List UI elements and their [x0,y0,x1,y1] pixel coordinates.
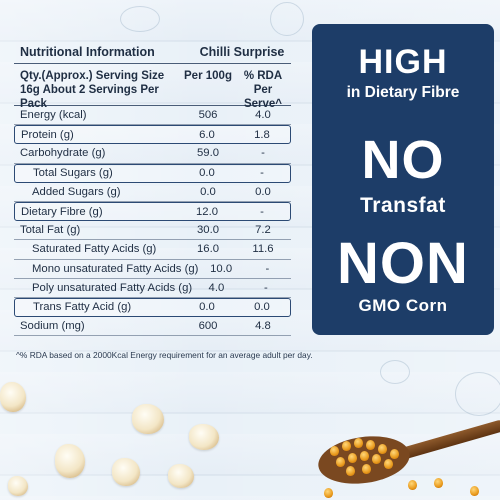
col-head-rda: % RDA Per Serve^ [243,70,283,110]
row-label: Total Sugars (g) [33,167,113,180]
row-rda: - [261,147,265,160]
claim-no: NO [361,130,445,190]
corn-kernel-icon [348,453,357,463]
corn-kernel-icon [336,457,345,467]
corn-kernel-icon [378,444,387,454]
row-rda: - [260,167,264,180]
doodle-circle [120,6,160,32]
table-row: Protein (g) 6.0 1.8 [14,125,291,145]
row-per100: 10.0 [210,262,233,275]
row-per100: 0.0 [200,185,216,198]
table-row: Energy (kcal) 506 4.0 [14,106,291,126]
row-label: Poly unsaturated Fatty Acids (g) [32,281,193,294]
table-row: Total Fat (g) 30.0 7.2 [14,221,291,241]
table-row: Total Sugars (g) 0.0 - [14,163,291,183]
column-headers: Qty.(Approx.) Serving Size 16g About 2 S… [14,64,291,110]
row-label: Energy (kcal) [20,109,87,122]
table-row: Dietary Fibre (g) 12.0 - [14,201,291,222]
corn-kernel-icon [360,451,369,461]
doodle-circle [455,372,500,416]
row-label: Added Sugars (g) [32,185,121,198]
corn-kernel-icon [346,466,355,476]
row-label: Protein (g) [21,128,74,141]
table-title: Nutritional Information [20,45,155,59]
row-per100: 59.0 [197,147,219,160]
corn-kernel-icon [390,449,399,459]
popcorn-icon [55,444,85,478]
corn-kernel-icon [434,478,443,488]
row-rda: 4.0 [255,109,271,122]
claims-panel: HIGH in Dietary Fibre NO Transfat NON GM… [312,24,494,335]
claim-non: NON [337,231,469,296]
row-per100: 12.0 [196,205,218,218]
row-rda: - [263,281,268,294]
corn-kernel-icon [470,486,479,496]
doodle-circle [380,360,410,384]
row-label: Saturated Fatty Acids (g) [32,243,157,256]
claim-no-sub: Transfat [360,194,446,217]
row-label: Mono unsaturated Fatty Acids (g) [32,262,199,275]
row-rda: - [265,262,270,275]
row-rda: 7.2 [255,224,271,237]
table-row: Added Sugars (g) 0.0 0.0 [14,183,291,202]
popcorn-icon [8,476,28,496]
row-rda: 0.0 [255,185,271,198]
row-per100: 16.0 [197,243,219,256]
row-per100: 600 [198,320,218,333]
row-rda: - [260,205,264,218]
popcorn-icon [112,458,140,486]
row-label: Dietary Fibre (g) [21,205,103,218]
nutrition-table: Nutritional Information Chilli Surprise … [14,42,291,337]
row-label: Total Fat (g) [20,224,81,237]
variant-name: Chilli Surprise [199,45,285,59]
col-head-per100: Per 100g [184,70,232,82]
row-label: Trans Fatty Acid (g) [33,301,132,314]
claim-high-sub: in Dietary Fibre [346,84,460,101]
corn-kernel-icon [330,446,339,456]
corn-kernel-icon [366,440,375,450]
col-head-serving: Qty.(Approx.) Serving Size 16g About 2 S… [20,70,165,110]
popcorn-icon [189,424,219,450]
corn-kernel-icon [354,438,363,448]
corn-kernel-icon [362,464,371,474]
table-row: Mono unsaturated Fatty Acids (g) 10.0 - [14,260,291,279]
row-per100: 30.0 [197,224,219,237]
claim-high: HIGH [358,43,448,81]
table-row: Sodium (mg) 600 4.8 [14,317,291,337]
row-per100: 506 [198,109,218,122]
row-rda: 1.8 [254,128,270,141]
claim-non-sub: GMO Corn [358,296,448,315]
row-label: Carbohydrate (g) [20,147,106,160]
row-rda: 0.0 [254,301,270,314]
corn-kernel-icon [324,488,333,498]
corn-kernel-icon [384,459,393,469]
row-per100: 6.0 [199,128,215,141]
row-rda: 4.8 [255,320,271,333]
rda-footnote: ^% RDA based on a 2000Kcal Energy requir… [16,350,313,360]
corn-kernel-icon [372,454,381,464]
corn-kernel-icon [408,480,417,490]
row-per100: 4.0 [208,281,225,294]
corn-kernel-icon [342,441,351,451]
table-row: Carbohydrate (g) 59.0 - [14,144,291,164]
popcorn-icon [0,382,26,412]
popcorn-icon [168,464,194,488]
doodle-circle [270,2,304,36]
table-row: Poly unsaturated Fatty Acids (g) 4.0 - [14,279,291,298]
row-label: Sodium (mg) [20,320,85,333]
table-header: Nutritional Information Chilli Surprise [14,42,291,64]
table-row: Saturated Fatty Acids (g) 16.0 11.6 [14,240,291,260]
row-per100: 0.0 [199,301,215,314]
table-row: Trans Fatty Acid (g) 0.0 0.0 [14,297,291,318]
popcorn-icon [132,404,164,434]
row-rda: 11.6 [252,243,274,256]
row-per100: 0.0 [199,167,215,180]
